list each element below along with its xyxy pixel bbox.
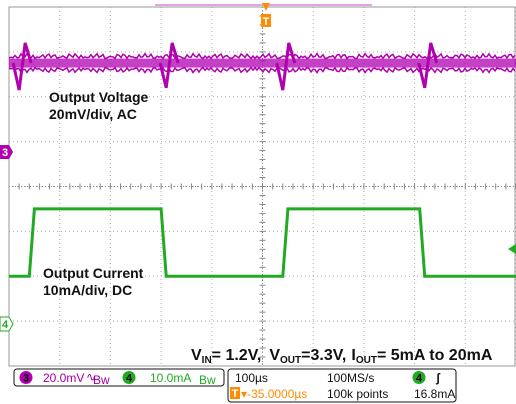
trigger-t-marker <box>261 14 271 27</box>
trigger-slope-icon: ʃ <box>435 371 441 385</box>
ch3-load-transient <box>417 42 439 89</box>
current-label: Output Current <box>43 265 144 281</box>
ch3-load-transient <box>158 42 180 89</box>
ch3-voltage-trace <box>8 42 516 91</box>
trigger-position-marker <box>262 3 270 11</box>
trigger-source-badge <box>412 371 426 384</box>
plot-area <box>0 0 516 366</box>
trigger-t-label: T <box>263 16 270 28</box>
record-length: 100k points <box>327 387 388 401</box>
voltage-label: Output Voltage <box>49 89 148 105</box>
ch4-current-step <box>9 207 516 278</box>
ch3-bandwidth-icon: Bw <box>93 373 110 387</box>
ch4-badge <box>122 371 136 384</box>
graticule <box>8 6 516 367</box>
ch3-envelope-bottom <box>8 66 516 74</box>
trigger-level: 16.8mA <box>414 387 455 401</box>
timebase: 100µs <box>235 371 268 385</box>
channel-readout-box <box>13 368 225 387</box>
graticule-border <box>8 6 516 367</box>
ch4-current-trace <box>9 207 516 278</box>
ch3-scale: 20.0mV <box>43 371 84 385</box>
ch4-bandwidth-icon: Bw <box>199 373 216 387</box>
svg-text:4: 4 <box>2 319 9 331</box>
trigger-delay-icon <box>230 387 240 399</box>
status-bar: 3 20.0mV ∿ Bw 4 10.0mA Bw 100µs 100MS/s … <box>13 368 457 403</box>
ch3-load-transient <box>275 42 297 91</box>
trigger-level-marker <box>508 244 516 254</box>
ch3-load-transient <box>11 42 33 91</box>
ch3-noise-band <box>9 58 516 68</box>
ch3-badge <box>19 371 33 384</box>
ch3-coupling-icon: ∿ <box>86 370 96 384</box>
svg-text:3: 3 <box>2 147 8 159</box>
trigger-delay: ▾-35.0000µs <box>241 387 307 401</box>
ch4-scale: 10.0mA <box>150 371 191 385</box>
svg-text:T: T <box>232 388 239 400</box>
current-scale-label: 10mA/div, DC <box>43 282 132 298</box>
sample-rate: 100MS/s <box>327 371 374 385</box>
svg-text:4: 4 <box>416 373 423 385</box>
ch3-ground-marker: 3 <box>0 145 13 159</box>
ch4-ground-marker: 4 <box>0 316 14 332</box>
svg-text:4: 4 <box>126 373 133 385</box>
svg-text:3: 3 <box>23 373 29 385</box>
operating-conditions: VIN= 1.2V, VOUT=3.3V, IOUT= 5mA to 20mA <box>191 347 493 366</box>
voltage-scale-label: 20mV/div, AC <box>49 106 137 122</box>
timebase-readout-box <box>227 368 457 403</box>
ch3-envelope-top <box>8 52 516 60</box>
